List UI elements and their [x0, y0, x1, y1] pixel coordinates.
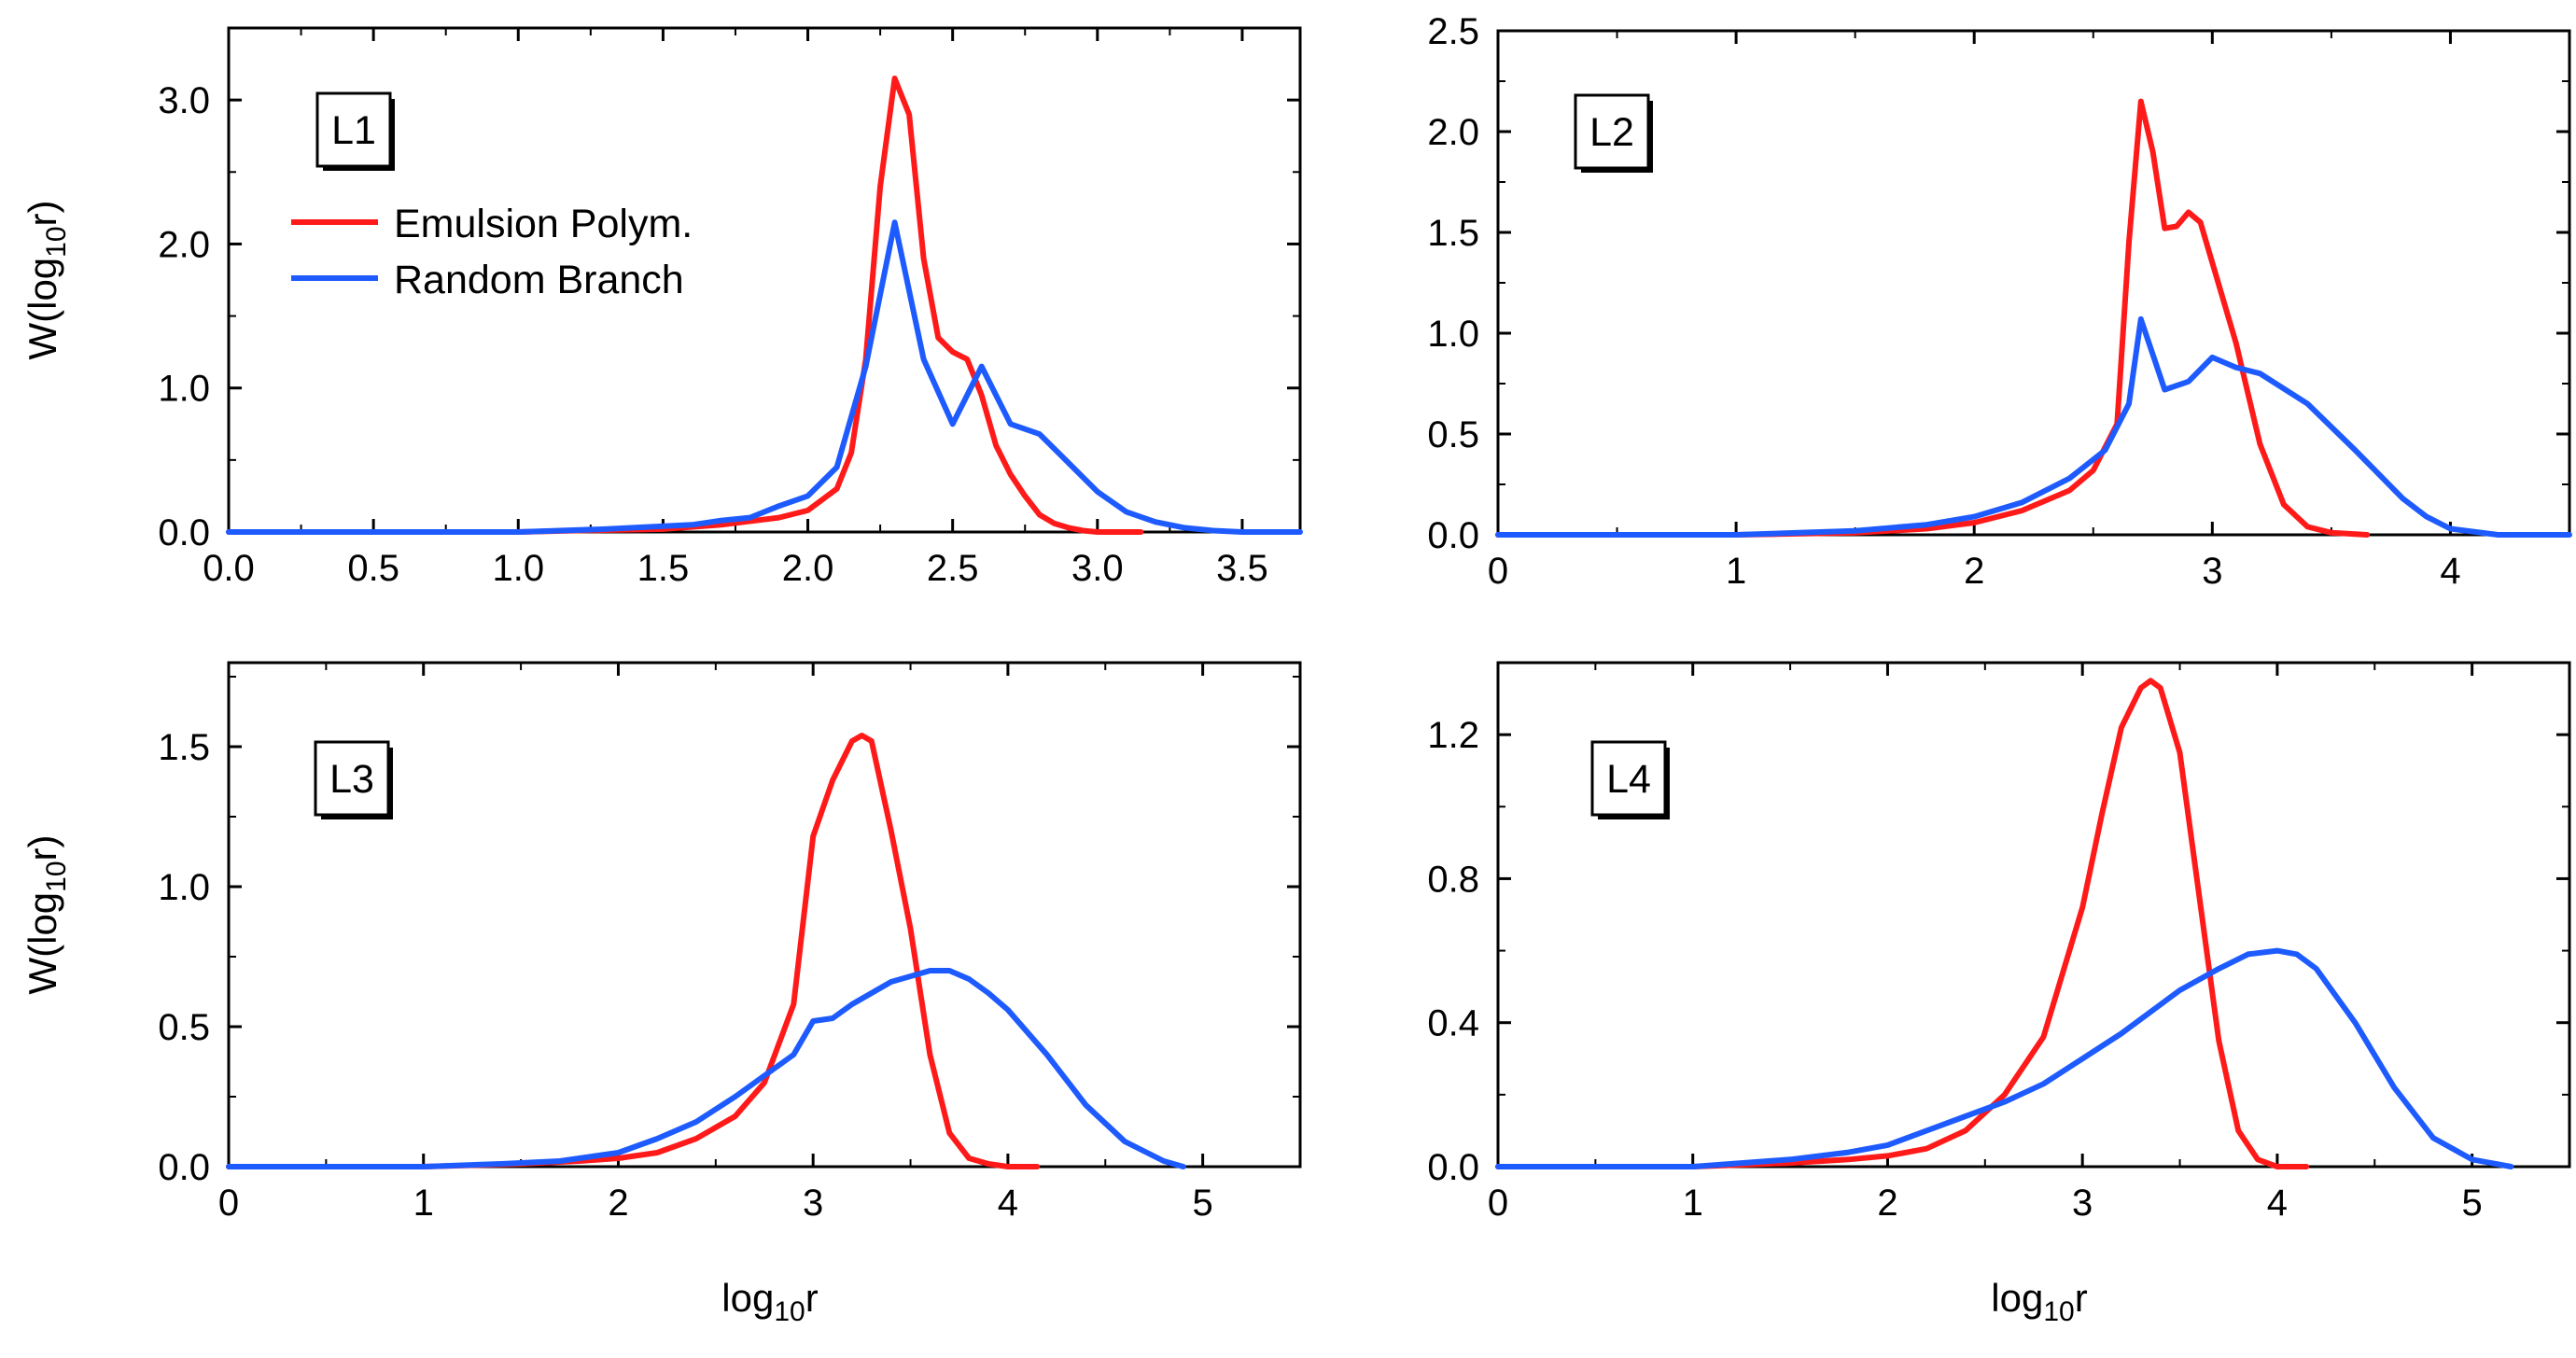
- x-tick-label-l4-4: 4: [2267, 1183, 2288, 1224]
- y-tick-label-l3-3: 1.5: [158, 727, 210, 768]
- x-tick-label-l4-3: 3: [2072, 1183, 2093, 1224]
- x-tick-label-l4-5: 5: [2462, 1183, 2483, 1224]
- y-label-bottom-sub: 10: [41, 861, 72, 891]
- series-line-emulsion-l2: [1495, 98, 2371, 538]
- y-tick-label-l1-0: 0.0: [158, 512, 210, 553]
- marks-l1: 0.0 0.5 1.0 1.5 2.0 2.5 3.0 3.5 0.0 1.0 2.0 3.0: [158, 27, 1303, 589]
- series-line-random-branch-l2: [1495, 315, 2572, 538]
- y-tick-label-l2-0: 0.0: [1427, 515, 1479, 556]
- y-tick-label-l4-1: 0.4: [1427, 1003, 1479, 1044]
- y-tick-label-l3-0: 0.0: [158, 1147, 210, 1188]
- x-tick-label-l1-5: 2.5: [927, 548, 979, 589]
- y-tick-label-l2-3: 1.5: [1427, 213, 1479, 254]
- x-tick-label-l3-3: 3: [803, 1183, 823, 1224]
- x-tick-label-l1-2: 1.0: [492, 548, 544, 589]
- y-tick-label-l2-5: 2.5: [1427, 11, 1479, 52]
- y-tick-label-l2-1: 0.5: [1427, 414, 1479, 455]
- x-label-right-suffix: r: [2075, 1276, 2088, 1320]
- x-tick-label-l2-0: 0: [1488, 551, 1508, 592]
- x-tick-label-l1-7: 3.5: [1216, 548, 1268, 589]
- y-label-top-prefix: W(log: [21, 258, 64, 360]
- plot-frame-l4: [1496, 661, 2571, 1169]
- y-tick-label-l3-1: 0.5: [158, 1007, 210, 1048]
- x-tick-label-l3-0: 0: [218, 1183, 239, 1224]
- series-line-random-branch-l4: [1495, 947, 2514, 1169]
- x-tick-label-l1-3: 1.5: [637, 548, 690, 589]
- x-axis-label-left: log10r: [721, 1276, 818, 1327]
- x-label-left-sub: 10: [774, 1296, 805, 1327]
- y-axis-label-bottom: W(log10r): [21, 834, 72, 994]
- series-line-emulsion-l1: [226, 76, 1144, 535]
- y-tick-label-l2-4: 2.0: [1427, 112, 1479, 153]
- panel-l1: 0.0 0.5 1.0 1.5 2.0 2.5 3.0 3.50.01.02.03.0 L1 …: [158, 26, 1303, 589]
- panel-tag-shadow-l2: [1648, 101, 1653, 173]
- panel-tag-shadow-bottom-l2: [1581, 168, 1653, 173]
- y-tick-label-l4-3: 1.2: [1427, 715, 1479, 756]
- marks-l3: 0 1 2 3 4 5 0.0 0.5 1.0 1.5: [158, 663, 1301, 1224]
- y-axis-label-top: W(log10r): [21, 200, 72, 359]
- series-line-emulsion-l3: [226, 733, 1041, 1169]
- panel-tag-shadow-l1: [390, 99, 395, 171]
- y-tick-label-l4-0: 0.0: [1427, 1147, 1479, 1188]
- panel-tag-box-l3: [314, 740, 390, 817]
- plot-frame-l1: [227, 26, 1302, 534]
- x-tick-label-l1-1: 0.5: [347, 548, 399, 589]
- plot-frame-l3: [227, 661, 1302, 1169]
- plot-frame-l2: [1496, 29, 2571, 537]
- y-tick-label-l1-2: 2.0: [158, 224, 210, 265]
- panel-l2: 0 1 2 3 4 0.0 0.5 1.0 1.5 2.0 2.5 L2: [1427, 11, 2572, 592]
- panel-l4: 0 1 2 3 4 5 0.0 0.4 0.8 1.2 L4: [1427, 661, 2571, 1224]
- y-label-top-suffix: r): [21, 200, 64, 226]
- y-tick-label-l2-2: 1.0: [1427, 314, 1479, 355]
- series-line-random-branch-l3: [226, 968, 1186, 1169]
- x-tick-label-l2-2: 2: [1964, 551, 1984, 592]
- x-axis-label-right: log10r: [1991, 1276, 2087, 1327]
- x-tick-label-l1-0: 0.0: [203, 548, 255, 589]
- x-tick-label-l3-5: 5: [1193, 1183, 1213, 1224]
- y-tick-label-l1-1: 1.0: [158, 369, 210, 410]
- panel-tag-l2: L2: [1589, 110, 1634, 155]
- x-label-left-suffix: r: [805, 1276, 819, 1320]
- x-tick-label-l1-4: 2.0: [782, 548, 834, 589]
- x-tick-label-l1-6: 3.0: [1071, 548, 1124, 589]
- legend-label-emulsion: Emulsion Polym.: [394, 202, 693, 246]
- panel-tag-shadow-bottom-l1: [323, 166, 395, 171]
- y-tick-label-l4-2: 0.8: [1427, 859, 1479, 900]
- x-tick-label-l3-4: 4: [998, 1183, 1018, 1224]
- y-tick-label-l1-3: 3.0: [158, 80, 210, 121]
- legend: Emulsion Polym. Random Branch: [291, 202, 693, 302]
- x-tick-label-l2-4: 4: [2440, 551, 2460, 592]
- panel-tag-shadow-l3: [388, 748, 393, 819]
- x-tick-label-l4-0: 0: [1488, 1183, 1508, 1224]
- marks-l4: 0 1 2 3 4 5 0.0 0.4 0.8 1.2: [1427, 662, 2570, 1224]
- x-tick-label-l3-1: 1: [413, 1183, 434, 1224]
- series-line-random-branch-l1: [226, 219, 1303, 535]
- series-line-emulsion-l4: [1495, 678, 2310, 1169]
- x-label-left-prefix: log: [721, 1276, 774, 1320]
- legend-label-random: Random Branch: [394, 258, 684, 302]
- x-tick-label-l2-1: 1: [1726, 551, 1746, 592]
- y-label-top-sub: 10: [41, 226, 72, 257]
- y-label-bottom-suffix: r): [21, 834, 64, 861]
- x-tick-label-l4-1: 1: [1683, 1183, 1703, 1224]
- x-label-right-prefix: log: [1991, 1276, 2043, 1320]
- x-tick-label-l2-3: 3: [2202, 551, 2222, 592]
- x-tick-label-l4-2: 2: [1877, 1183, 1897, 1224]
- y-tick-label-l3-2: 1.0: [158, 867, 210, 908]
- marks-l2: 0 1 2 3 4 0.0 0.5 1.0 1.5 2.0 2.5: [1427, 11, 2572, 592]
- x-label-right-sub: 10: [2043, 1296, 2074, 1327]
- panel-tag-shadow-bottom-l4: [1598, 815, 1670, 819]
- panel-tag-shadow-l4: [1665, 748, 1670, 819]
- panel-tag-shadow-bottom-l3: [321, 815, 393, 819]
- panel-tag-l1: L1: [331, 108, 376, 153]
- panel-tag-l3: L3: [329, 757, 374, 802]
- y-label-bottom-prefix: W(log: [21, 892, 64, 995]
- panel-l3: 0 1 2 3 4 5 0.0 0.5 1.0 1.5 L3: [158, 661, 1302, 1224]
- x-tick-label-l3-2: 2: [608, 1183, 628, 1224]
- panel-tag-l4: L4: [1606, 757, 1651, 802]
